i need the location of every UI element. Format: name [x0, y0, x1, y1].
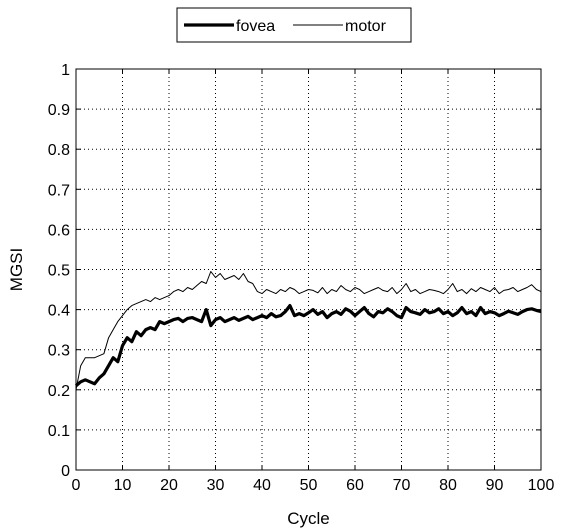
legend-label-motor: motor [345, 18, 387, 35]
x-tick-label: 60 [346, 477, 364, 494]
legend: fovea motor [176, 7, 412, 43]
x-tick-label: 90 [486, 477, 504, 494]
y-tick-label: 0.7 [48, 182, 70, 199]
x-tick-label: 40 [253, 477, 271, 494]
y-axis-label: MGSI [7, 248, 26, 291]
series-line-fovea [74, 304, 542, 388]
y-tick-label: 0 [61, 463, 70, 480]
x-tick-label: 30 [207, 477, 225, 494]
y-tick-label: 0.2 [48, 383, 70, 400]
series-line-motor [75, 271, 542, 390]
axis-ticks: 0 10 20 30 40 50 60 70 80 90 100 0 0.1 0.2 0.3 0.4 0.5 0.… [48, 62, 555, 494]
x-tick-label: 100 [528, 477, 555, 494]
x-tick-label: 80 [439, 477, 457, 494]
x-axis-label: Cycle [287, 509, 330, 528]
y-tick-label: 0.1 [48, 423, 70, 440]
x-tick-label: 20 [160, 477, 178, 494]
x-tick-label: 50 [300, 477, 318, 494]
y-tick-label: 0.3 [48, 343, 70, 360]
legend-label-fovea: fovea [236, 18, 275, 35]
y-tick-label: 1 [61, 62, 70, 79]
x-tick-label: 70 [393, 477, 411, 494]
grid [76, 69, 541, 470]
y-tick-label: 0.5 [48, 263, 70, 280]
x-tick-label: 10 [114, 477, 132, 494]
y-tick-label: 0.4 [48, 303, 70, 320]
y-tick-label: 0.9 [48, 102, 70, 119]
series-lines [74, 271, 542, 390]
y-tick-label: 0.8 [48, 142, 70, 159]
y-tick-label: 0.6 [48, 222, 70, 239]
x-tick-label: 0 [72, 477, 81, 494]
